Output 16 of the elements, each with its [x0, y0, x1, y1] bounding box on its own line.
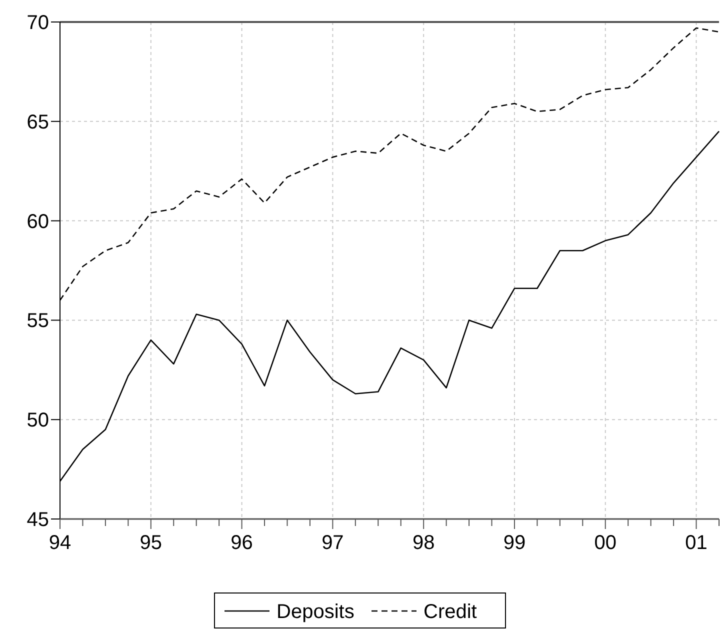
legend-label: Credit	[424, 601, 478, 623]
x-tick-label: 94	[48, 532, 72, 554]
x-tick-label: 01	[685, 532, 708, 554]
y-tick-label: 55	[26, 310, 49, 332]
x-tick-label: 00	[594, 532, 617, 554]
y-tick-label: 65	[26, 111, 49, 134]
x-tick-label: 98	[412, 532, 435, 554]
x-tick-label: 96	[230, 532, 253, 554]
legend-label: Deposits	[276, 601, 354, 623]
x-tick-label: 95	[140, 532, 162, 554]
y-tick-label: 70	[26, 12, 49, 34]
x-tick-label: 97	[322, 532, 344, 554]
x-tick-label: 99	[503, 532, 526, 554]
y-tick-label: 60	[26, 210, 49, 233]
y-tick-label: 45	[26, 509, 49, 531]
y-tick-label: 50	[26, 410, 49, 432]
